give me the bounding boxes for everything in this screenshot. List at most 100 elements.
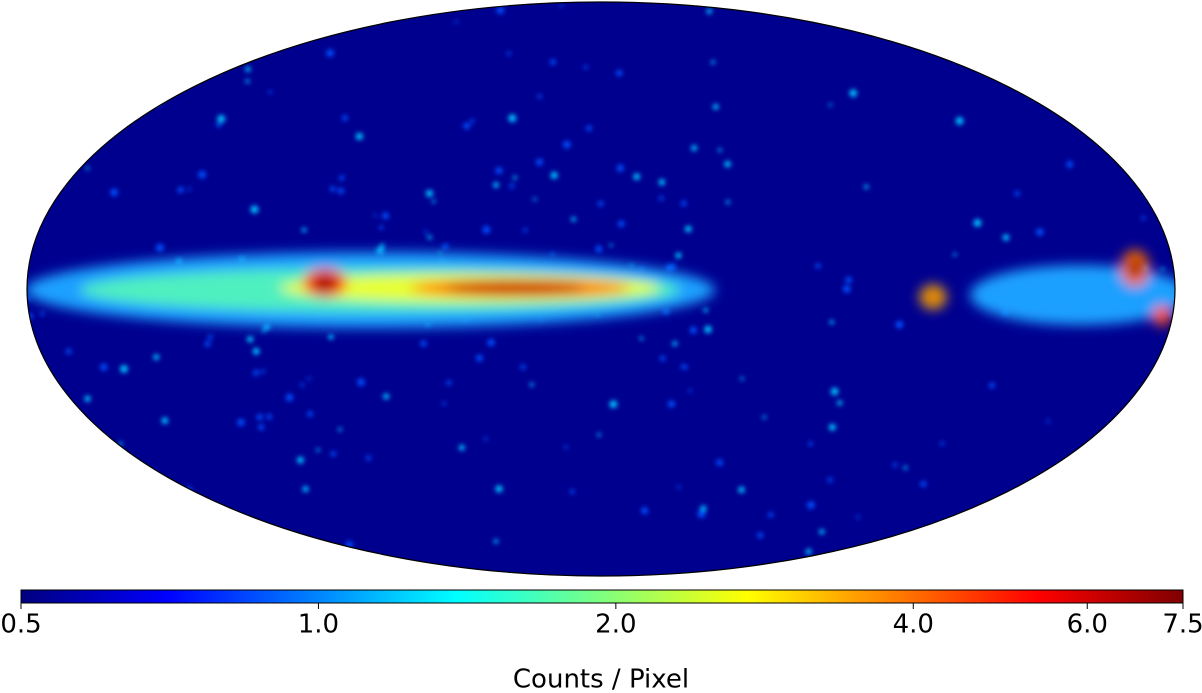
speckle xyxy=(245,79,250,84)
speckle xyxy=(169,552,178,561)
speckle xyxy=(665,263,674,272)
speckle xyxy=(512,175,517,180)
speckle xyxy=(994,555,1000,561)
speckle xyxy=(431,199,436,204)
speckle xyxy=(373,214,377,218)
speckle xyxy=(120,364,128,373)
speckle xyxy=(953,252,957,257)
speckle xyxy=(845,276,852,284)
speckle xyxy=(307,377,311,381)
speckle xyxy=(641,507,649,515)
speckle xyxy=(1161,267,1165,271)
speckle xyxy=(424,230,428,234)
speckle xyxy=(688,388,692,393)
speckle xyxy=(920,480,927,488)
speckle xyxy=(268,90,272,94)
speckle xyxy=(495,485,503,493)
speckle xyxy=(177,186,184,194)
speckle xyxy=(307,411,313,417)
speckle xyxy=(204,340,211,347)
speckle xyxy=(564,445,568,449)
speckle xyxy=(189,552,195,557)
speckle xyxy=(476,354,483,362)
speckle xyxy=(85,166,90,171)
colorbar-tick-label: 7.5 xyxy=(1162,610,1202,640)
speckle xyxy=(837,400,843,406)
speckle xyxy=(246,336,254,343)
speckle xyxy=(252,347,260,355)
speckle xyxy=(454,20,458,24)
sky-map xyxy=(27,2,1175,576)
speckle xyxy=(849,89,858,98)
speckle xyxy=(155,243,164,252)
speckle xyxy=(805,548,812,555)
speckle xyxy=(84,395,91,402)
speckle xyxy=(92,141,98,147)
speckle xyxy=(508,114,517,123)
speckle xyxy=(260,369,265,374)
speckle xyxy=(1163,182,1168,188)
speckle xyxy=(134,24,141,31)
speckle xyxy=(676,485,681,489)
speckle xyxy=(536,158,543,166)
speckle xyxy=(697,510,706,519)
speckle xyxy=(107,105,114,111)
speckle xyxy=(659,355,666,361)
speckle xyxy=(586,125,592,132)
speckle xyxy=(266,547,273,554)
speckle xyxy=(355,132,364,141)
speckle xyxy=(425,189,434,198)
speckle xyxy=(495,167,503,175)
speckle xyxy=(207,508,215,516)
speckle xyxy=(329,186,336,192)
speckle xyxy=(1154,459,1162,467)
speckle xyxy=(616,70,623,77)
speckle xyxy=(856,515,860,519)
speckle xyxy=(100,363,108,371)
speckle xyxy=(256,413,263,421)
speckle xyxy=(703,307,709,313)
speckle xyxy=(738,486,745,494)
speckle xyxy=(864,184,869,190)
speckle xyxy=(458,444,465,451)
speckle xyxy=(379,225,384,230)
speckle xyxy=(740,376,744,381)
speckle xyxy=(1082,461,1090,470)
speckle xyxy=(506,51,511,56)
speckle xyxy=(342,115,348,121)
speckle xyxy=(712,103,719,110)
speckle xyxy=(989,382,995,389)
speckle xyxy=(973,219,982,227)
speckle xyxy=(550,252,555,257)
speckle xyxy=(829,319,834,325)
speckle xyxy=(365,455,372,461)
speckle xyxy=(278,10,285,18)
speckle xyxy=(29,469,36,476)
speckle xyxy=(550,171,558,180)
speckle xyxy=(357,378,365,387)
speckle xyxy=(830,387,839,396)
speckle xyxy=(493,539,499,544)
speckle xyxy=(1141,216,1146,221)
speckle xyxy=(216,122,222,128)
speckle xyxy=(523,228,528,233)
speckle xyxy=(1007,38,1013,44)
speckle xyxy=(110,188,118,197)
speckle xyxy=(597,433,601,437)
speckle xyxy=(710,60,716,65)
speckle xyxy=(639,336,644,341)
speckle xyxy=(617,220,625,228)
speckle xyxy=(828,103,832,107)
speckle xyxy=(266,413,273,420)
speckle xyxy=(808,441,813,446)
speckle xyxy=(550,59,556,65)
speckle xyxy=(951,557,957,564)
speckle xyxy=(569,489,575,494)
speckle xyxy=(261,328,266,333)
colorbar-tick-label: 2.0 xyxy=(595,610,636,640)
speckle xyxy=(828,423,836,431)
speckle xyxy=(237,418,245,427)
speckle xyxy=(700,505,707,512)
speckle xyxy=(762,415,767,420)
